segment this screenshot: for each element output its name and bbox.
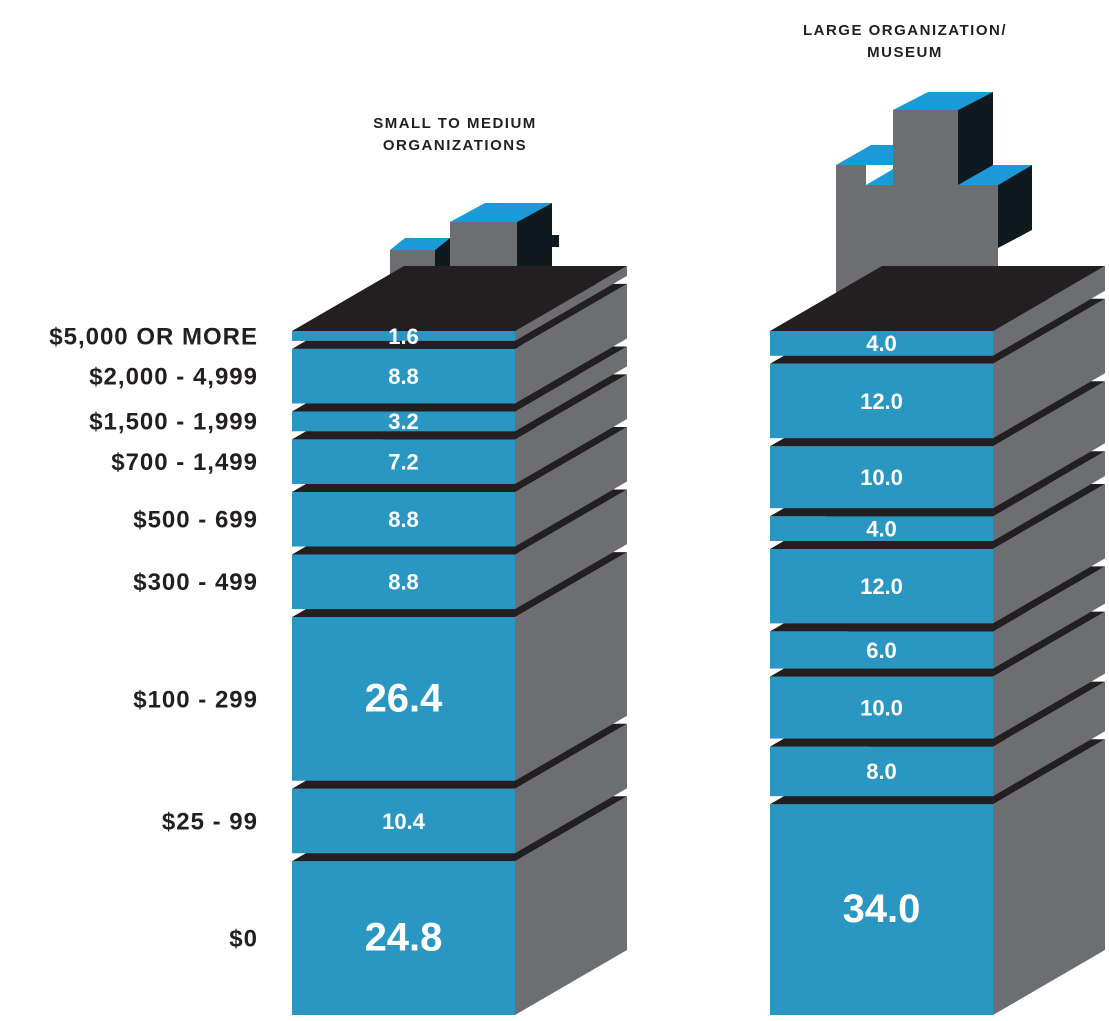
value-label: 3.2 (388, 409, 419, 434)
value-label: 24.8 (365, 916, 443, 960)
segment-side (515, 346, 627, 432)
segment-front (770, 549, 993, 624)
segment-front (292, 617, 515, 781)
segment-side (515, 283, 627, 404)
value-label: 10.4 (382, 809, 426, 834)
segment-front (770, 676, 993, 739)
value-label: 8.0 (866, 759, 897, 784)
segment-front (770, 516, 993, 541)
series-header: SMALL TO MEDIUM ORGANIZATIONS (373, 115, 537, 154)
value-label: 34.0 (843, 887, 921, 931)
segment-side (993, 566, 1105, 669)
category-label: $5,000 OR MORE (49, 323, 258, 350)
category-label: $2,000 - 4,999 (89, 364, 258, 391)
segment-side (993, 484, 1105, 624)
value-label: 10.0 (860, 465, 903, 490)
value-label: 4.0 (866, 516, 897, 541)
segment-side (993, 298, 1105, 439)
segment-side (993, 681, 1105, 797)
category-label: $1,500 - 1,999 (89, 409, 258, 436)
segment-front (292, 411, 515, 432)
value-label: 8.8 (388, 364, 419, 389)
segment-side (993, 381, 1105, 509)
segment-front (770, 363, 993, 439)
segment-side (993, 739, 1105, 1015)
segment-top (292, 266, 627, 331)
segment-side (515, 723, 627, 854)
segment-front (292, 348, 515, 404)
category-label: $700 - 1,499 (111, 449, 258, 476)
segment-side (515, 796, 627, 1015)
segment-side (515, 489, 627, 610)
series-header: LARGE ORGANIZATION/ MUSEUM (802, 22, 1008, 61)
segment-side (993, 266, 1105, 356)
segment-front (292, 861, 515, 1015)
category-label: $300 - 499 (133, 569, 258, 596)
value-label: 4.0 (866, 331, 897, 356)
segment-front (292, 554, 515, 610)
segment-side (993, 451, 1105, 541)
value-label: 7.2 (388, 449, 419, 474)
category-label: $0 (229, 925, 258, 952)
category-label: $100 - 299 (133, 686, 258, 713)
segment-front (292, 439, 515, 484)
segment-front (770, 746, 993, 797)
building-icon-large (836, 92, 1032, 298)
segment-front (292, 491, 515, 547)
segment-side (993, 611, 1105, 739)
value-label: 12.0 (860, 574, 903, 599)
segment-side (515, 552, 627, 781)
segment-front (770, 446, 993, 509)
category-label: $500 - 699 (133, 507, 258, 534)
segment-front (292, 788, 515, 854)
segment-front (292, 331, 515, 341)
category-label: $25 - 99 (162, 808, 258, 835)
value-label: 8.8 (388, 507, 419, 532)
segment-front (770, 804, 993, 1015)
segment-front (770, 331, 993, 356)
segment-top (770, 266, 1105, 331)
value-label: 6.0 (866, 638, 897, 663)
segment-side (515, 374, 627, 484)
value-label: 12.0 (860, 389, 903, 414)
value-label: 8.8 (388, 570, 419, 595)
segment-side (515, 426, 627, 547)
value-label: 1.6 (388, 324, 419, 349)
value-label: 10.0 (860, 695, 903, 720)
segment-side (515, 266, 627, 341)
segment-front (770, 631, 993, 669)
value-label: 26.4 (365, 676, 444, 720)
